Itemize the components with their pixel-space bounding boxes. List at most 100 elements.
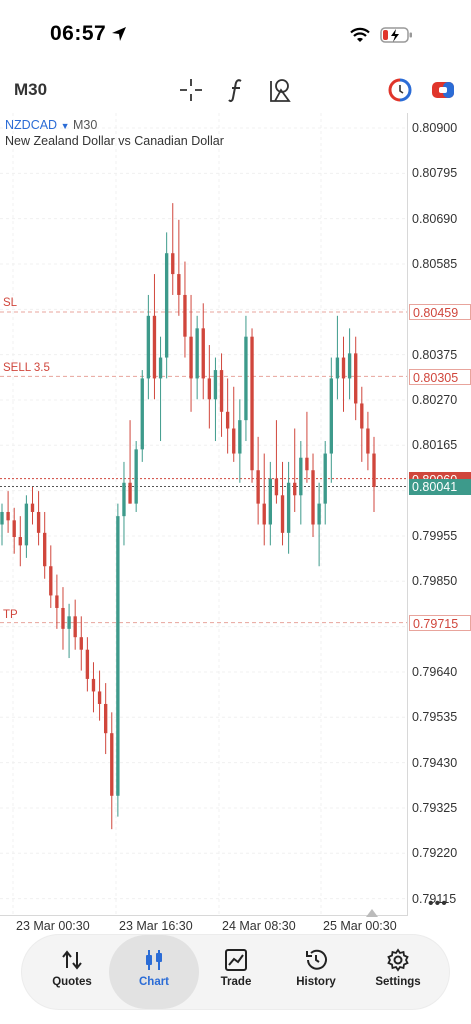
timeframe-button[interactable]: M30 xyxy=(14,80,48,99)
candle xyxy=(201,303,205,400)
candle xyxy=(195,315,199,400)
tab-chart-label: Chart xyxy=(138,976,170,988)
candle xyxy=(293,428,297,512)
price-axis-label: 0.80375 xyxy=(412,347,458,362)
tab-history[interactable]: History xyxy=(275,935,357,1009)
candle-body xyxy=(0,511,4,525)
price-axis-label: 0.80270 xyxy=(412,392,458,407)
candle xyxy=(6,491,10,533)
candle xyxy=(347,328,352,400)
candle xyxy=(250,328,254,483)
candle xyxy=(18,516,22,567)
candle xyxy=(116,503,120,817)
symbol-header[interactable]: NZDCAD ▼ M30 xyxy=(5,118,97,132)
candle xyxy=(122,461,126,546)
candle-body xyxy=(347,353,352,379)
price-axis-label: 0.79535 xyxy=(412,710,458,725)
tp-price-tag: 0.79715 xyxy=(409,615,471,631)
candle-body xyxy=(177,274,181,295)
candle xyxy=(67,603,71,659)
candle-body xyxy=(91,678,96,692)
candle-body xyxy=(55,595,59,608)
one-click-trading-icon[interactable] xyxy=(388,76,412,104)
trade-panel-toggle-icon[interactable] xyxy=(430,76,456,104)
scroll-end-marker-icon[interactable] xyxy=(366,909,378,917)
sell-price-tag: 0.80305 xyxy=(409,369,471,385)
candle-body xyxy=(140,378,144,450)
candle xyxy=(43,511,47,579)
symbol-name[interactable]: NZDCAD xyxy=(5,118,58,132)
candle xyxy=(329,357,333,483)
tab-chart[interactable]: Chart xyxy=(109,935,199,1009)
price-axis-label: 0.79955 xyxy=(412,528,458,543)
candle xyxy=(110,712,114,830)
candle xyxy=(268,461,273,546)
candle-body xyxy=(232,428,236,454)
candle-body xyxy=(225,411,230,429)
chart-area[interactable] xyxy=(0,113,408,916)
tab-trade-label: Trade xyxy=(220,976,252,988)
more-horizontal-icon[interactable]: ••• xyxy=(428,895,448,912)
candle-body xyxy=(299,457,303,496)
candlestick-chart[interactable] xyxy=(0,113,407,915)
candle-body xyxy=(183,294,187,337)
candle-body xyxy=(360,403,364,429)
indicators-icon[interactable] xyxy=(224,76,248,104)
candle xyxy=(262,453,266,546)
candle xyxy=(286,461,291,554)
tp-label[interactable]: TP xyxy=(3,609,18,621)
candle xyxy=(55,574,59,629)
candle xyxy=(0,503,4,546)
candle-body xyxy=(43,532,47,567)
candle xyxy=(299,441,303,525)
candle xyxy=(24,495,29,558)
candle xyxy=(134,441,138,512)
tab-history-label: History xyxy=(296,976,336,988)
candle-body xyxy=(305,457,309,471)
candle-body xyxy=(268,478,273,525)
tab-quotes[interactable]: Quotes xyxy=(31,935,113,1009)
candle-body xyxy=(97,691,102,704)
candle xyxy=(219,353,224,437)
crosshair-icon[interactable] xyxy=(179,76,203,104)
price-axis-label: 0.80165 xyxy=(412,438,458,453)
candle-body xyxy=(195,328,199,379)
candle xyxy=(30,486,35,525)
candle xyxy=(128,420,132,504)
tab-quotes-label: Quotes xyxy=(52,976,92,988)
symbol-description: New Zealand Dollar vs Canadian Dollar xyxy=(5,134,224,148)
candle xyxy=(323,441,327,525)
candle-body xyxy=(238,420,242,454)
bid-price-tag: 0.80041 xyxy=(409,479,471,495)
objects-icon[interactable] xyxy=(267,76,293,104)
symbol-dropdown-icon[interactable]: ▼ xyxy=(60,121,70,131)
candle xyxy=(256,436,260,525)
candle xyxy=(366,411,370,471)
candle-body xyxy=(219,370,224,412)
price-axis-label: 0.80795 xyxy=(412,166,458,181)
line-chart-icon xyxy=(225,949,247,971)
candle xyxy=(164,232,169,379)
time-label-2: 24 Mar 08:30 xyxy=(222,919,296,933)
tab-settings[interactable]: Settings xyxy=(357,935,439,1009)
sell-order-label[interactable]: SELL 3.5 xyxy=(3,362,50,374)
candle xyxy=(73,599,77,650)
candle-body xyxy=(116,516,120,796)
candle-body xyxy=(128,482,132,504)
candle xyxy=(360,386,364,462)
tab-trade[interactable]: Trade xyxy=(195,935,277,1009)
candle xyxy=(12,507,16,554)
candle xyxy=(36,491,41,546)
candle xyxy=(97,670,102,721)
clock-history-icon xyxy=(306,949,327,970)
candle xyxy=(213,357,218,442)
candle-body xyxy=(49,566,53,596)
candle-body xyxy=(36,511,41,533)
candle-body xyxy=(103,703,108,734)
candle-body xyxy=(354,353,358,404)
tab-settings-label: Settings xyxy=(375,976,421,988)
candle-body xyxy=(201,328,205,379)
candle xyxy=(341,336,346,412)
sl-label[interactable]: SL xyxy=(3,297,18,309)
candles-icon xyxy=(146,950,162,970)
